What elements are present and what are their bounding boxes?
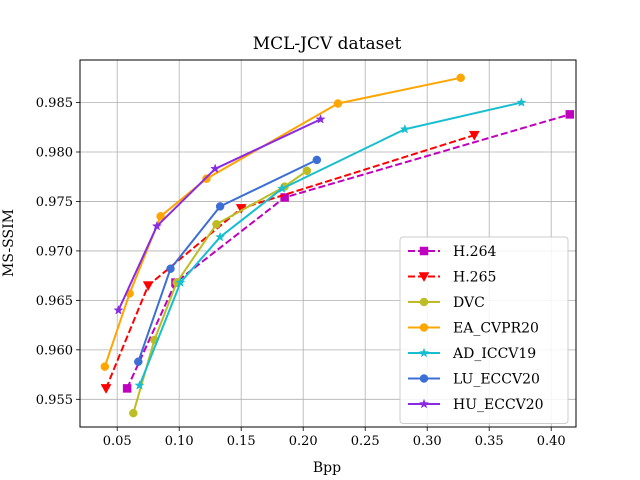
ticks: 0.05 0.10 0.15 0.20 0.25 0.30 0.35 0.40 0.955 0.9… xyxy=(36,96,566,449)
data-point-h-265 xyxy=(100,384,112,394)
x-tick-label: 0.10 xyxy=(165,434,194,449)
legend-entry-dvc: DVC xyxy=(408,295,485,311)
data-point-dvc xyxy=(302,166,312,176)
legend-entry-lu-eccv20: LU_ECCV20 xyxy=(408,372,540,388)
data-point-ad-iccv19 xyxy=(215,231,226,242)
data-point-ad-iccv19 xyxy=(516,97,527,107)
x-axis-label: Bpp xyxy=(313,460,341,476)
series-line-hu-eccv20 xyxy=(117,118,321,311)
data-point-ad-iccv19 xyxy=(175,277,186,287)
series-line-h-264 xyxy=(126,113,571,389)
legend-marker xyxy=(419,297,429,307)
y-tick-label: 0.975 xyxy=(36,195,73,210)
series-line-ea-cvpr20 xyxy=(103,76,461,367)
legend-entry-ad-iccv19: AD_ICCV19 xyxy=(408,346,536,362)
series-line-ad-iccv19 xyxy=(138,101,522,386)
data-point-hu-eccv20 xyxy=(151,220,162,231)
data-point-dvc xyxy=(129,408,138,418)
data-point-h-264 xyxy=(280,193,289,202)
x-tick-label: 0.15 xyxy=(227,434,256,449)
data-point-h-264 xyxy=(565,110,575,119)
series-ad-iccv19 xyxy=(134,97,527,390)
legend-label: LU_ECCV20 xyxy=(453,372,540,388)
data-point-ea-cvpr20 xyxy=(333,99,343,108)
data-point-h-265 xyxy=(142,281,154,292)
y-tick-label: 0.960 xyxy=(36,343,73,358)
y-tick-label: 0.985 xyxy=(36,96,73,111)
legend-marker xyxy=(419,374,429,383)
legend-marker xyxy=(418,347,430,358)
legend-entry-h-264: H.264 xyxy=(408,244,496,260)
x-tick-label: 0.05 xyxy=(103,434,132,449)
y-axis-label: MS-SSIM xyxy=(1,209,17,277)
series-lu-eccv20 xyxy=(134,155,322,366)
data-point-ad-iccv19 xyxy=(277,183,288,193)
data-point-ad-iccv19 xyxy=(399,123,410,134)
series-line-dvc xyxy=(132,169,308,414)
data-point-h-264 xyxy=(122,384,132,393)
data-point-lu-eccv20 xyxy=(215,202,225,211)
legend-entry-h-265: H.265 xyxy=(408,270,496,286)
plot-frame xyxy=(79,59,577,428)
data-point-ad-iccv19 xyxy=(134,380,145,390)
x-tick-label: 0.30 xyxy=(413,434,442,449)
series-layer xyxy=(100,73,575,418)
x-tick-label: 0.25 xyxy=(351,434,380,449)
legend-entry-ea-cvpr20: EA_CVPR20 xyxy=(408,321,539,337)
data-point-lu-eccv20 xyxy=(134,357,143,366)
legend-marker xyxy=(418,398,430,409)
legend-label: AD_ICCV19 xyxy=(452,346,536,362)
y-tick-label: 0.965 xyxy=(36,294,73,309)
series-hu-eccv20 xyxy=(113,114,326,315)
legend-marker xyxy=(419,246,429,256)
legend-label: EA_CVPR20 xyxy=(453,321,539,337)
data-point-h-265 xyxy=(468,130,480,141)
legend: H.264 H.265 DVC EA_CVPR20 AD_ICCV19 LU_ECCV20… xyxy=(399,236,569,424)
data-point-hu-eccv20 xyxy=(113,304,124,315)
data-point-ea-cvpr20 xyxy=(456,73,465,83)
y-tick-label: 0.970 xyxy=(36,244,73,259)
data-point-lu-eccv20 xyxy=(166,264,175,273)
series-line-h-265 xyxy=(105,134,475,389)
data-point-hu-eccv20 xyxy=(315,114,326,124)
chart-title: MCL-JCV dataset xyxy=(253,34,402,54)
legend-box xyxy=(399,236,569,424)
legend-marker xyxy=(418,272,430,283)
legend-label: H.264 xyxy=(453,244,496,260)
legend-label: HU_ECCV20 xyxy=(453,397,544,413)
legend-marker xyxy=(419,323,429,332)
data-point-ea-cvpr20 xyxy=(156,212,165,221)
data-point-hu-eccv20 xyxy=(210,163,221,174)
x-tick-label: 0.20 xyxy=(289,434,318,449)
legend-entry-hu-eccv20: HU_ECCV20 xyxy=(408,397,544,413)
series-line-lu-eccv20 xyxy=(137,159,318,363)
y-tick-label: 0.955 xyxy=(36,393,73,408)
x-tick-label: 0.40 xyxy=(537,434,566,449)
legend-label: H.265 xyxy=(453,270,496,286)
data-point-ea-cvpr20 xyxy=(100,362,110,371)
y-tick-label: 0.980 xyxy=(36,145,73,160)
x-tick-label: 0.35 xyxy=(475,434,504,449)
data-point-dvc xyxy=(212,219,221,229)
legend-label: DVC xyxy=(453,295,485,311)
data-point-lu-eccv20 xyxy=(312,155,322,165)
